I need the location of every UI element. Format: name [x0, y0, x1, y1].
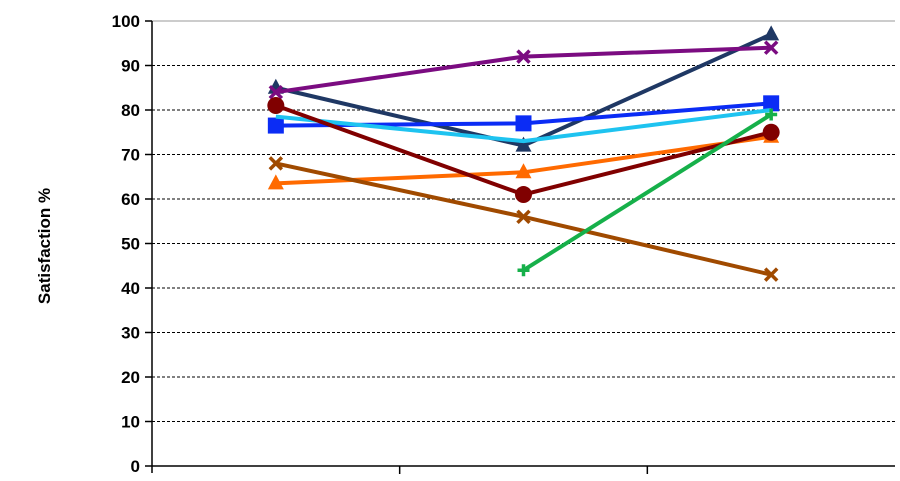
series-3-point-1 [267, 117, 284, 134]
series-6 [267, 97, 780, 204]
y-axis-label: Satisfaction % [35, 188, 54, 304]
series-8 [517, 108, 778, 277]
y-tick-label-100: 100 [112, 12, 140, 31]
series-3-point-2 [515, 115, 532, 132]
series-7-point-2 [516, 209, 531, 225]
x-category-ticks [398, 466, 649, 474]
series-7 [268, 156, 779, 282]
y-tick-label-40: 40 [121, 279, 140, 298]
series-3 [267, 95, 780, 134]
series-7-point-3 [763, 267, 779, 282]
y-tick-label-30: 30 [121, 324, 140, 343]
series-1 [267, 25, 780, 152]
series-group [267, 25, 780, 282]
series-2 [268, 40, 779, 100]
series-6-point-1 [267, 97, 285, 115]
y-tick-label-90: 90 [121, 57, 140, 76]
y-tick-label-80: 80 [121, 101, 140, 120]
series-2-point-3 [763, 40, 779, 55]
series-4-line [275, 108, 772, 144]
y-tick-labels: 0 10 20 30 40 50 60 70 80 90 100 [112, 12, 140, 476]
y-tick-label-70: 70 [121, 146, 140, 165]
y-tick-label-0: 0 [131, 457, 140, 476]
series-2-point-1 [268, 84, 284, 100]
y-tick-label-50: 50 [121, 235, 140, 254]
series-6-point-2 [515, 186, 532, 204]
series-8-point-1 [517, 264, 530, 277]
series-5-point-1 [267, 174, 284, 190]
grid-lines [152, 20, 895, 422]
series-1-point-3 [763, 25, 780, 41]
y-tick-label-60: 60 [121, 190, 140, 209]
series-8-point-2 [765, 108, 778, 121]
series-8-line [522, 112, 773, 272]
y-tick-label-10: 10 [121, 413, 140, 432]
series-7-point-1 [268, 156, 284, 171]
y-tick-label-20: 20 [121, 368, 140, 387]
series-5-point-2 [515, 163, 532, 179]
axes [145, 20, 895, 473]
series-6-point-3 [762, 123, 780, 141]
series-1-point-2 [515, 136, 532, 152]
series-4 [275, 108, 772, 144]
series-3-point-3 [763, 95, 780, 112]
series-2-point-2 [516, 49, 531, 64]
